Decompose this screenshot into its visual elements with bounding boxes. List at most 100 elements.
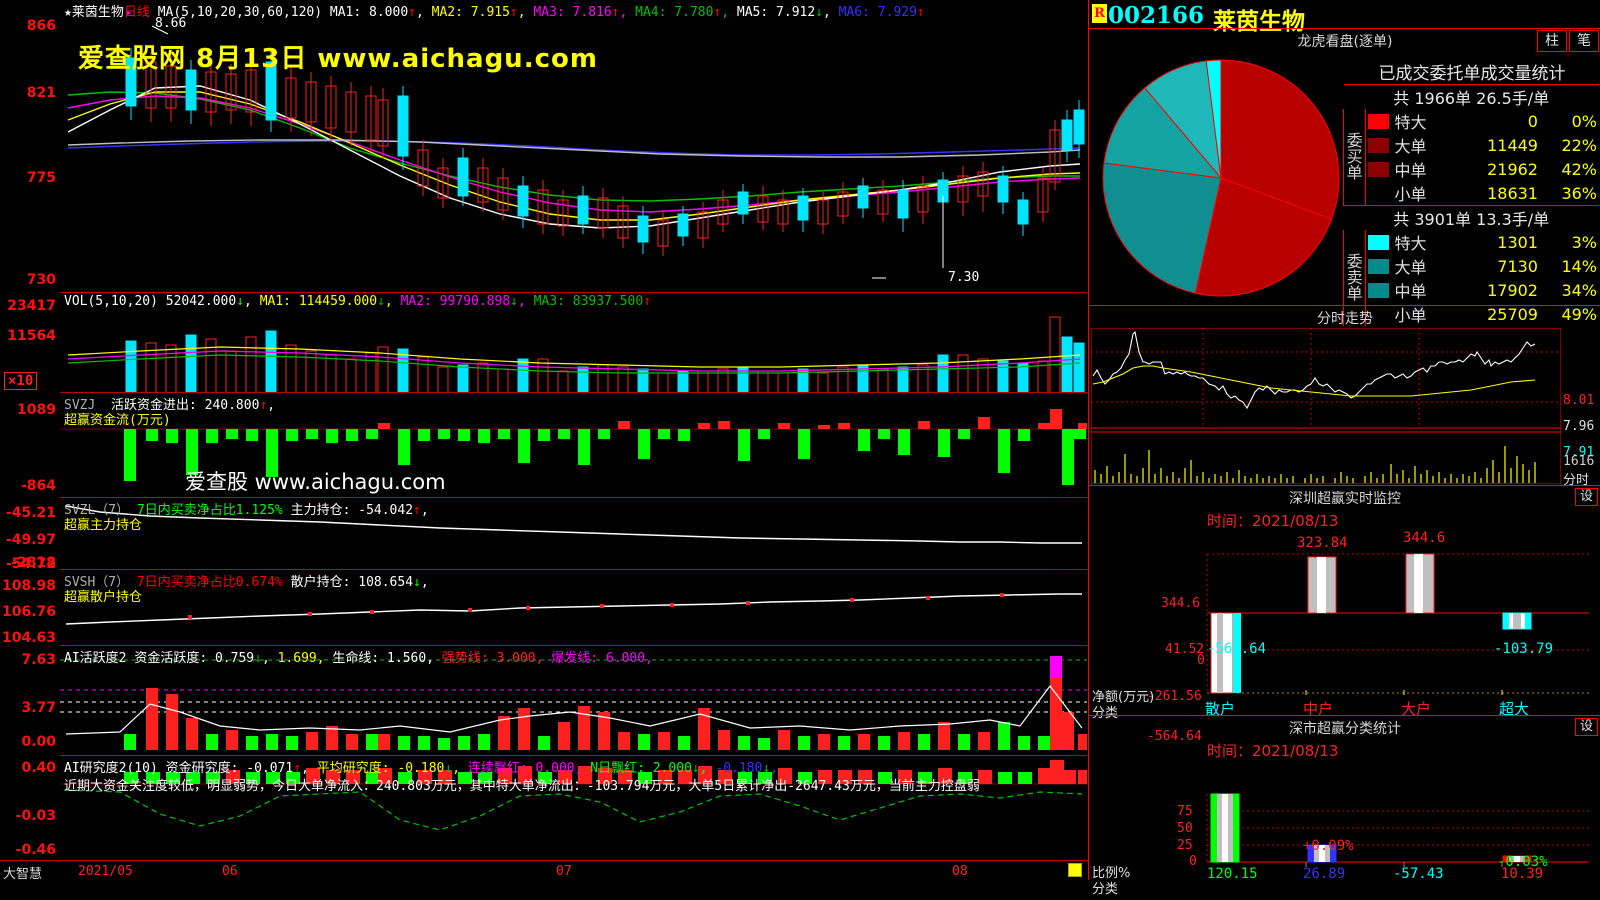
kline-chart[interactable] — [60, 0, 1087, 292]
left-axis-labels: 866 821 775 730 23417 11564 1089 -864 -2818 -45.2… — [0, 0, 60, 880]
classify-ytick-1: 50 — [1177, 821, 1193, 836]
ai-research-header: AI研究度2(10) 资金研究度: -0.071↑, 平均研究度: -0.180… — [64, 757, 778, 776]
y-tick-svzj-0: 1089 — [17, 402, 56, 418]
order-type-label: 特大 — [1394, 234, 1427, 253]
monitor-ytick-3: -261.56 — [1147, 689, 1202, 704]
intraday-axis-label: 分时 — [1563, 473, 1590, 488]
y-tick-aiy-1: -0.03 — [15, 808, 56, 824]
monitor-title: 深圳超赢实时监控 — [1289, 491, 1401, 507]
intraday-panel[interactable]: 分时走势 — [1089, 305, 1600, 488]
order-row[interactable]: 大单 7130 14% — [1344, 254, 1600, 278]
classify-value-label-1: 26.89 — [1303, 866, 1346, 882]
vol-chart[interactable] — [60, 293, 1087, 392]
ai-activity-items: 资金活跃度: 0.759↓, 1.699, 生命线: 1.560, 强势线: 3… — [134, 651, 653, 666]
order-value: 17902 — [1487, 280, 1538, 300]
order-color-swatch — [1366, 133, 1393, 157]
ai-research-pane[interactable]: AI研究度2(10) 资金研究度: -0.071↑, 平均研究度: -0.180… — [60, 755, 1087, 860]
monitor-panel[interactable]: 深圳超赢实时监控 设 时间：2021/08/13 — [1089, 485, 1600, 744]
candlesticks — [125, 48, 1085, 268]
svsh-pane[interactable]: SVSH（7） 7日内买卖净占比0.674% 散户持仓: 108.654↓, 超… — [60, 569, 1087, 645]
vol-arrow: ↓ — [236, 294, 245, 309]
monitor-settings-button[interactable]: 设 — [1574, 488, 1598, 506]
order-row[interactable]: 大单 11449 22% — [1344, 133, 1600, 157]
intraday-chart[interactable] — [1091, 328, 1561, 484]
date-tick-3: 08 — [952, 864, 968, 879]
classify-bar-chart[interactable] — [1089, 760, 1600, 868]
right-panel-column: R 002166 莱茵生物 龙虎看盘(逐单) 柱 笔 — [1088, 0, 1600, 897]
ai-activity-item-3: 强势线: 3.000, — [434, 651, 544, 666]
svzl-pane[interactable]: SVZL（7） 7日内买卖净占比1.125% 主力持仓: -54.042↑, 超… — [60, 497, 1087, 569]
svsh-chart[interactable] — [60, 570, 1087, 645]
y-tick-kline-1: 821 — [26, 85, 56, 101]
svzl-ratio-label: 7日内买卖净占比 — [136, 503, 236, 518]
svzj-chart[interactable] — [60, 393, 1087, 497]
classify-settings-button[interactable]: 设 — [1574, 718, 1598, 736]
classify-ytick-2: 25 — [1177, 838, 1193, 853]
svzj-arrow: ↑ — [259, 398, 268, 413]
stock-header: R 002166 莱茵生物 — [1089, 0, 1600, 35]
order-row[interactable]: 委卖单 特大 1301 3% — [1342, 230, 1600, 326]
svzj-subtitle: 超赢资金流(万元) — [64, 413, 171, 428]
monitor-bar-chart[interactable] — [1089, 530, 1600, 695]
kline-high-callout: 8.66 — [155, 16, 187, 31]
ai-activity-pane[interactable]: AI活跃度2 资金活跃度: 0.759↓, 1.699, 生命线: 1.560,… — [60, 645, 1087, 755]
vol-ma-list: MA1: 114459.000↓, MA2: 99790.898↓, MA3: … — [260, 294, 651, 309]
lock-icon[interactable] — [1068, 863, 1082, 877]
watermark-primary: 爱查股网 8月13日 www.aichagu.com — [78, 44, 598, 74]
ai-activity-item-2: 生命线: 1.560, — [324, 651, 435, 666]
order-percent: 42% — [1561, 159, 1597, 179]
vol-ma-1: MA1: 114459.000↓, — [259, 294, 393, 309]
classify-ylabel-top: 比例% — [1092, 866, 1131, 881]
order-row[interactable]: 中单 21962 42% — [1344, 157, 1600, 181]
order-color-swatch — [1366, 157, 1393, 181]
kline-ma-6: MA6: 7.929↑ — [830, 5, 925, 20]
order-row[interactable]: 中单 17902 34% — [1344, 278, 1600, 302]
kline-stock-name: 莱茵生物 — [71, 5, 124, 20]
vol-pane[interactable]: VOL(5,10,20) 52042.000↓, MA1: 114459.000… — [60, 292, 1087, 392]
intraday-title: 分时走势 — [1317, 311, 1373, 327]
intraday-price-label-low: 7.91 — [1563, 445, 1595, 460]
order-pie-chart[interactable] — [1093, 53, 1349, 303]
ai-activity-chart[interactable] — [60, 646, 1087, 755]
svsh-label: 散户持仓: — [290, 575, 351, 590]
classify-ytick-0: 75 — [1177, 804, 1193, 819]
kline-period[interactable]: 日线 — [123, 5, 150, 20]
status-bar: 大智慧 2021/05 06 07 08 — [0, 860, 1088, 882]
date-tick-1: 06 — [222, 864, 238, 879]
monitor-value-label-3: -103.79 — [1494, 641, 1554, 657]
order-row[interactable]: 小单 25709 49% — [1344, 302, 1600, 326]
order-row[interactable]: 委买单 特大 0 0% — [1342, 109, 1600, 206]
svzj-header: SVZJ 活跃资金进出: 240.800↑, — [64, 398, 276, 413]
dragon-tiger-panel: 龙虎看盘(逐单) 柱 笔 已成交委托单成交量统计 — [1089, 28, 1600, 326]
classify-panel[interactable]: 深市超赢分类统计 设 时间：2021/08/13 — [1089, 715, 1600, 897]
svzl-code: SVZL（7） — [64, 503, 130, 518]
y-tick-vol-1: 11564 — [7, 328, 56, 344]
svzl-chart[interactable] — [60, 498, 1087, 569]
tab-pen[interactable]: 笔 — [1569, 30, 1599, 52]
ai-research-item-1: 平均研究度: -0.180↓, — [308, 761, 461, 776]
svsh-header: SVSH（7） 7日内买卖净占比0.674% 散户持仓: 108.654↓, — [64, 575, 429, 590]
order-percent: 49% — [1561, 304, 1597, 324]
y-tick-kline-3: 730 — [26, 272, 56, 288]
kline-pane[interactable]: ★莱茵生物日线 MA(5,10,20,30,60,120) MA1: 8.000… — [60, 0, 1087, 292]
order-group-label: 委卖单 — [1342, 230, 1367, 326]
vol-header: VOL(5,10,20) 52042.000↓, MA1: 114459.000… — [64, 294, 652, 309]
svzl-ratio-value: 1.125% — [235, 503, 283, 518]
order-type-label: 特大 — [1394, 113, 1427, 132]
classify-ytick-3: 0 — [1189, 854, 1197, 869]
order-stats-table: 已成交委托单成交量统计 共 1966单 26.5手/单委买单特大 0 0% 大单 114… — [1342, 59, 1600, 326]
left-charts-column: ★莱茵生物日线 MA(5,10,20,30,60,120) MA1: 8.000… — [0, 0, 1088, 882]
svzj-pane[interactable]: SVZJ 活跃资金进出: 240.800↑, 超赢资金流(万元) — [60, 392, 1087, 497]
vol-code: VOL(5,10,20) — [64, 294, 158, 309]
order-value: 21962 — [1487, 159, 1538, 179]
order-row[interactable]: 小单 18631 36% — [1344, 181, 1600, 206]
ai-activity-item-0: 资金活跃度: 0.759↓, — [134, 651, 270, 666]
y-tick-aiy-0: 0.40 — [21, 760, 56, 776]
y-tick-svzj-1: -864 — [20, 478, 56, 494]
tab-bar[interactable]: 柱 — [1537, 30, 1567, 52]
monitor-ylabel-top: 净额(万元) — [1092, 690, 1155, 705]
order-percent: 0% — [1571, 111, 1597, 131]
order-color-swatch — [1366, 254, 1393, 278]
ai-research-chart[interactable] — [60, 756, 1087, 860]
